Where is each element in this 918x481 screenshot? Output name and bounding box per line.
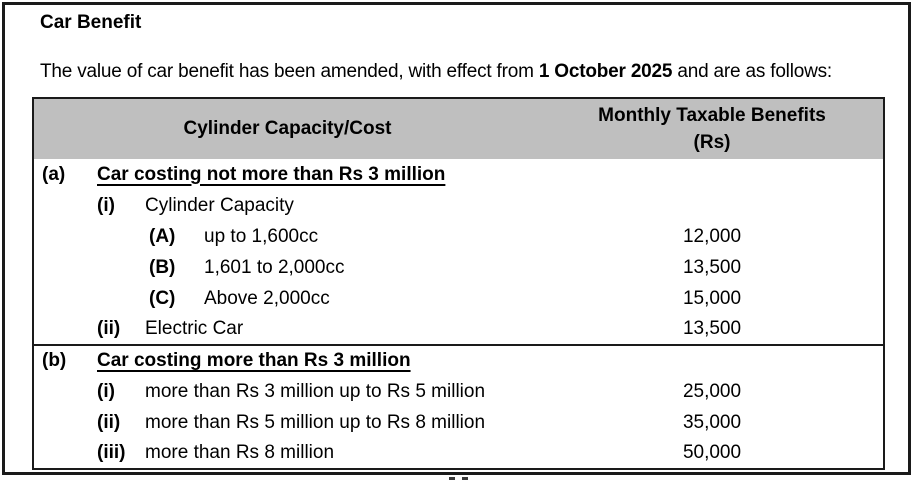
row-number: (i) — [97, 380, 115, 402]
row-value — [541, 344, 884, 376]
row-text: 1,601 to 2,000cc — [204, 256, 345, 278]
row-text: more than Rs 3 million up to Rs 5 millio… — [145, 380, 486, 402]
row-text: Car costing not more than Rs 3 million — [97, 163, 446, 185]
row-description: (B) 1,601 to 2,000cc — [33, 252, 541, 283]
car-benefit-table: Cylinder Capacity/Cost Monthly Taxable B… — [32, 97, 885, 470]
row-description: (b) Car costing more than Rs 3 million — [33, 344, 541, 376]
row-number: (C) — [149, 287, 176, 309]
row-text: up to 1,600cc — [204, 225, 319, 247]
row-text: Above 2,000cc — [204, 287, 330, 309]
table-row: (A) up to 1,600cc 12,000 — [33, 221, 884, 252]
row-value: 13,500 — [682, 256, 742, 278]
row-description: (C) Above 2,000cc — [33, 283, 541, 314]
column-header-cylinder-capacity-cost: Cylinder Capacity/Cost — [33, 98, 541, 159]
table-row: (i) more than Rs 3 million up to Rs 5 mil… — [33, 376, 884, 407]
row-text: more than Rs 8 million — [145, 442, 335, 463]
row-value: 50,000 — [682, 442, 742, 463]
table-header-row: Cylinder Capacity/Cost Monthly Taxable B… — [33, 98, 884, 159]
row-value: 15,000 — [682, 287, 742, 309]
column-header-line2: (Rs) — [693, 132, 731, 153]
document-frame: Car Benefit The value of car benefit has… — [2, 2, 911, 475]
table-row: (i) Cylinder Capacity — [33, 190, 884, 221]
table-row: (ii) Electric Car 13,500 — [33, 314, 884, 345]
intro-effective-date: 1 October 2025 — [538, 61, 673, 82]
row-number: (ii) — [97, 318, 121, 339]
row-description: (iii) more than Rs 8 million — [33, 438, 541, 469]
row-text: more than Rs 5 million up to Rs 8 millio… — [145, 411, 486, 433]
row-number: (i) — [97, 194, 115, 216]
table-row: (ii) more than Rs 5 million up to Rs 8 mi… — [33, 407, 884, 438]
row-value — [541, 159, 884, 190]
row-text: Car costing more than Rs 3 million — [97, 350, 411, 371]
clipped-text-fragment — [449, 477, 477, 481]
table-row: (C) Above 2,000cc 15,000 — [33, 283, 884, 314]
table-row: (b) Car costing more than Rs 3 million — [33, 344, 884, 376]
row-number: (a) — [42, 163, 66, 185]
section-title: Car Benefit — [40, 12, 142, 33]
row-description: (A) up to 1,600cc — [33, 221, 541, 252]
row-value — [541, 190, 884, 221]
intro-text-prefix: The value of car benefit has been amende… — [40, 61, 539, 82]
row-number: (ii) — [97, 411, 121, 433]
row-value: 35,000 — [682, 411, 742, 433]
row-description: (a) Car costing not more than Rs 3 millio… — [33, 159, 541, 190]
row-description: (i) more than Rs 3 million up to Rs 5 mil… — [33, 376, 541, 407]
table-row: (a) Car costing not more than Rs 3 millio… — [33, 159, 884, 190]
column-header-line1: Monthly Taxable Benefits — [598, 105, 826, 126]
row-number: (B) — [149, 256, 176, 278]
table-row: (iii) more than Rs 8 million 50,000 — [33, 438, 884, 469]
row-text: Cylinder Capacity — [145, 194, 294, 216]
row-description: (ii) Electric Car — [33, 314, 541, 345]
row-number: (b) — [42, 350, 67, 371]
row-number: (iii) — [97, 442, 126, 463]
intro-text-suffix: and are as follows: — [672, 61, 832, 82]
row-value: 13,500 — [682, 318, 742, 339]
row-value: 25,000 — [682, 380, 742, 402]
row-description: (i) Cylinder Capacity — [33, 190, 541, 221]
table-row: (B) 1,601 to 2,000cc 13,500 — [33, 252, 884, 283]
intro-paragraph: The value of car benefit has been amende… — [40, 61, 915, 83]
row-number: (A) — [149, 225, 176, 247]
row-description: (ii) more than Rs 5 million up to Rs 8 mi… — [33, 407, 541, 438]
row-text: Electric Car — [145, 318, 244, 339]
column-header-monthly-taxable-benefits: Monthly Taxable Benefits (Rs) — [541, 98, 884, 159]
row-value: 12,000 — [682, 225, 742, 247]
